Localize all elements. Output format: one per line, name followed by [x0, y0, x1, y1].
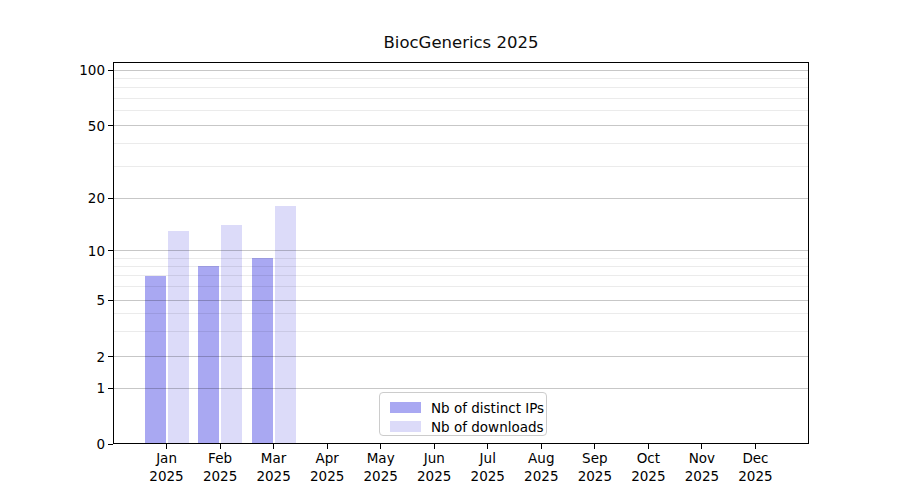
- legend: Nb of distinct IPs Nb of downloads: [379, 392, 547, 436]
- legend-label-nb-of-downloads: Nb of downloads: [431, 419, 544, 435]
- x-tick-mark-aug: [541, 444, 542, 449]
- x-tick-label-dec: Dec2025: [723, 450, 787, 485]
- legend-item-nb-of-distinct-ips: Nb of distinct IPs: [390, 398, 546, 417]
- x-tick-mark-sep: [594, 444, 595, 449]
- legend-swatch-nb-of-downloads: [390, 421, 421, 432]
- x-tick-mark-may: [380, 444, 381, 449]
- y-tick-label-0: 0: [53, 435, 105, 453]
- x-tick-mark-jan: [166, 444, 167, 449]
- x-tick-mark-nov: [701, 444, 702, 449]
- y-tick-label-10: 10: [53, 242, 105, 260]
- x-tick-mark-feb: [220, 444, 221, 449]
- y-tick-label-1: 1: [53, 379, 105, 397]
- y-tick-label-20: 20: [53, 189, 105, 207]
- legend-swatch-nb-of-distinct-ips: [390, 402, 421, 413]
- x-tick-month-dec: Dec: [723, 450, 787, 468]
- figure: BiocGenerics 2025 0125102050100 Jan2025F…: [0, 0, 900, 500]
- plot-frame: [113, 62, 809, 444]
- x-tick-mark-dec: [755, 444, 756, 449]
- x-tick-year-dec: 2025: [723, 468, 787, 486]
- x-tick-mark-apr: [327, 444, 328, 449]
- y-tick-label-2: 2: [53, 348, 105, 366]
- y-tick-label-5: 5: [53, 291, 105, 309]
- y-tick-label-50: 50: [53, 117, 105, 135]
- x-tick-mark-jul: [487, 444, 488, 449]
- x-tick-mark-mar: [273, 444, 274, 449]
- y-tick-label-100: 100: [53, 61, 105, 79]
- x-tick-mark-oct: [648, 444, 649, 449]
- legend-item-nb-of-downloads: Nb of downloads: [390, 417, 546, 436]
- x-tick-mark-jun: [434, 444, 435, 449]
- plot-area: 0125102050100 Jan2025Feb2025Mar2025Apr20…: [113, 62, 809, 444]
- legend-label-nb-of-distinct-ips: Nb of distinct IPs: [431, 400, 544, 416]
- chart-title: BiocGenerics 2025: [113, 33, 809, 52]
